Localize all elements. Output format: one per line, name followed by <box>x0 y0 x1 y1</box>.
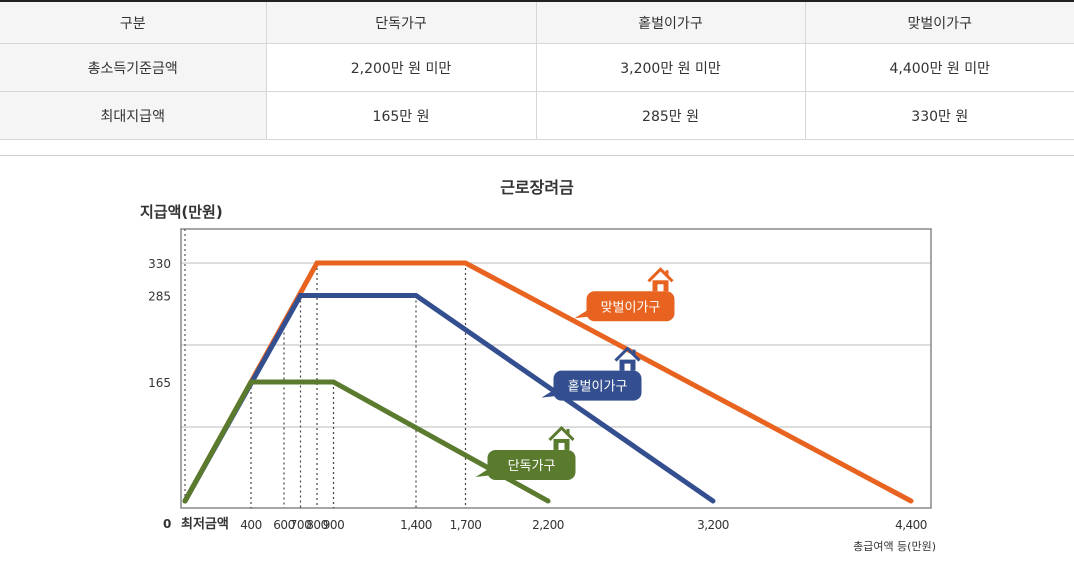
house-chimney <box>566 428 570 435</box>
table-row: 최대지급액 165만 원 285만 원 330만 원 <box>0 91 1074 140</box>
chart-title: 근로장려금 <box>500 178 574 197</box>
x-tick-label: 3,200 <box>697 518 729 532</box>
y-origin-label: 0 <box>163 517 171 531</box>
table-cell: 165만 원 <box>265 91 536 140</box>
x-axis-label: 총급여액 등(만원) <box>853 540 936 553</box>
table-cell: 330만 원 <box>804 91 1074 140</box>
house-icon <box>548 425 575 450</box>
series-name: 홑벌이가구 <box>568 380 628 395</box>
series-label: 단독가구 <box>475 425 576 480</box>
income-table: 구분 단독가구 홑벌이가구 맞벌이가구 총소득기준금액 2,200만 원 미만 … <box>0 0 1074 140</box>
series-name: 단독가구 <box>508 459 556 474</box>
series-name: 맞벌이가구 <box>601 300 661 315</box>
table-cell: 2,200만 원 미만 <box>265 43 536 92</box>
label-badge <box>586 291 675 322</box>
x-tick-label: 1,400 <box>400 518 432 532</box>
section-divider <box>0 155 1074 156</box>
y-tick-label: 330 <box>148 257 171 271</box>
y-tick-label: 285 <box>148 289 171 303</box>
table-cell: 3,200만 원 미만 <box>535 43 805 92</box>
x-tick-label: 600 <box>273 518 294 532</box>
header-single-earner: 홑벌이가구 <box>535 0 805 44</box>
x-tick-label: 700 <box>290 518 311 532</box>
header-single: 단독가구 <box>265 0 536 44</box>
y-axis-label: 지급액(만원) <box>140 203 223 221</box>
x-tick-label: 4,400 <box>895 518 927 532</box>
y-tick-label: 165 <box>148 376 171 390</box>
x-tick-label: 1,700 <box>450 518 482 532</box>
house-door <box>657 284 664 292</box>
label-badge <box>553 370 642 401</box>
house-roof <box>647 267 674 283</box>
x-tick-label: 800 <box>306 518 327 532</box>
x-tick-label: 900 <box>323 518 344 532</box>
table-row: 총소득기준금액 2,200만 원 미만 3,200만 원 미만 4,400만 원… <box>0 43 1074 92</box>
label-badge <box>487 449 576 480</box>
series-label: 맞벌이가구 <box>574 267 675 322</box>
row-label-max-payment: 최대지급액 <box>0 91 266 140</box>
house-chimney <box>632 349 636 356</box>
house-chimney <box>665 270 669 277</box>
table-cell: 285만 원 <box>535 91 805 140</box>
series-line <box>182 379 551 504</box>
table-header-row: 구분 단독가구 홑벌이가구 맞벌이가구 <box>0 0 1074 44</box>
house-door <box>558 442 565 450</box>
x-tick-label: 400 <box>240 518 261 532</box>
x-tick-label: 2,200 <box>532 518 564 532</box>
house-roof <box>548 425 575 441</box>
plot-frame <box>180 228 932 509</box>
house-door <box>624 363 631 371</box>
house-icon <box>647 267 674 292</box>
row-label-income-threshold: 총소득기준금액 <box>0 43 266 92</box>
x-origin-label: 최저금액 <box>181 517 229 532</box>
house-icon <box>614 346 641 371</box>
table-cell: 4,400만 원 미만 <box>804 43 1074 92</box>
series-label: 홑벌이가구 <box>541 346 642 401</box>
header-dual-earner: 맞벌이가구 <box>804 0 1074 44</box>
house-roof <box>614 346 641 362</box>
header-category: 구분 <box>0 0 266 44</box>
